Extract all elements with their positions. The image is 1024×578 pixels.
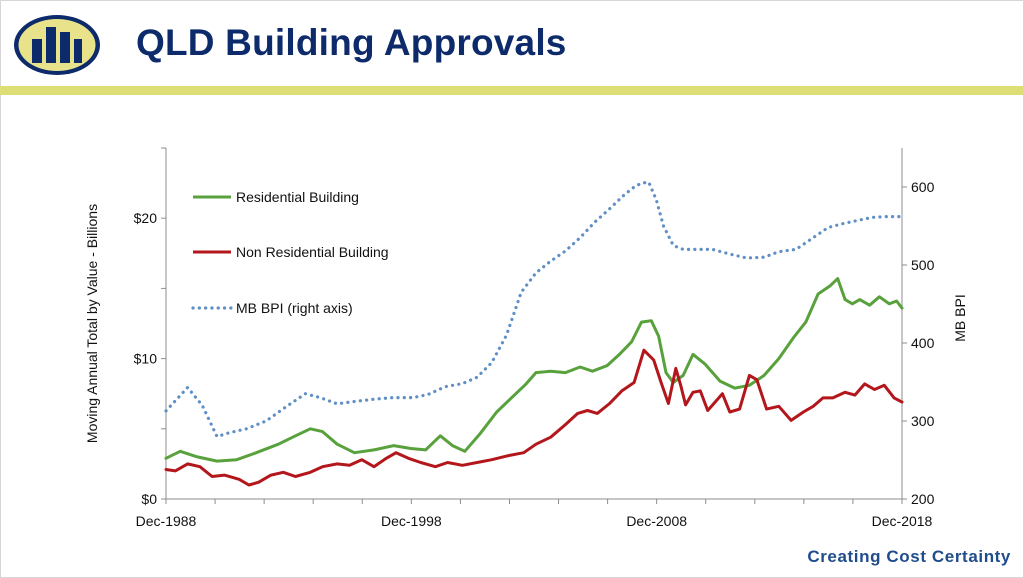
legend-label-0: Residential Building bbox=[236, 189, 359, 205]
company-logo bbox=[14, 15, 100, 75]
y2-tick-label: 200 bbox=[911, 491, 935, 507]
legend-label-1: Non Residential Building bbox=[236, 244, 389, 260]
axes: $0 $10 $20 200 300 400 500 600 Dec-1988 Dec-1998 D… bbox=[84, 147, 968, 529]
x-tick-label: Dec-2008 bbox=[626, 513, 687, 529]
legend: Residential Building Non Residential Buil… bbox=[191, 189, 389, 316]
footer-tagline: Creating Cost Certainty bbox=[807, 547, 1011, 566]
y2-tick-label: 400 bbox=[911, 335, 935, 351]
y2-tick-label: 300 bbox=[911, 413, 935, 429]
y2-tick-label: 500 bbox=[911, 257, 935, 273]
y-tick-label: $0 bbox=[141, 491, 157, 507]
series-line-1 bbox=[164, 348, 904, 487]
y-tick-label: $20 bbox=[134, 210, 158, 226]
legend-label-2: MB BPI (right axis) bbox=[236, 300, 353, 316]
series-line-0 bbox=[164, 277, 904, 463]
series-line-2 bbox=[164, 180, 904, 439]
y-axis-title: Moving Annual Total by Value - Billions bbox=[84, 204, 100, 443]
x-tick-label: Dec-1988 bbox=[136, 513, 197, 529]
y2-axis-title: MB BPI bbox=[952, 294, 968, 341]
y2-tick-label: 600 bbox=[911, 179, 935, 195]
title-divider bbox=[0, 86, 1024, 95]
x-tick-label: Dec-2018 bbox=[872, 513, 933, 529]
page-title: QLD Building Approvals bbox=[136, 22, 567, 63]
x-tick-label: Dec-1998 bbox=[381, 513, 442, 529]
y-tick-label: $10 bbox=[134, 351, 158, 367]
series-lines bbox=[164, 180, 904, 487]
